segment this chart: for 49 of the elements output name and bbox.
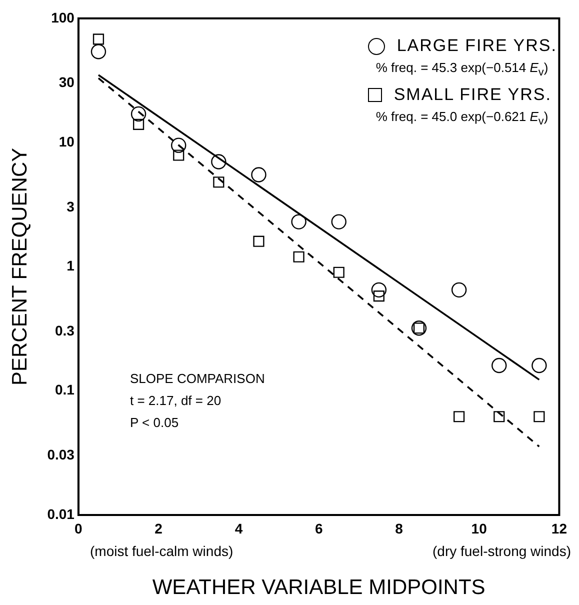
point (253, 236, 264, 247)
x-tick-label: 2 (154, 520, 163, 536)
x-tick-label: 0 (74, 520, 83, 536)
annotation: t = 2.17, df = 20 (130, 392, 222, 410)
x-tick-label: 4 (234, 520, 243, 536)
point (211, 154, 226, 170)
point (90, 44, 106, 60)
point (532, 358, 547, 374)
point (130, 106, 146, 122)
legend-label: SMALL FIRE YRS. (394, 84, 552, 105)
point (451, 282, 467, 298)
point (92, 34, 104, 45)
y-tick-label: 100 (51, 9, 75, 26)
y-tick-label: 0.3 (54, 322, 75, 338)
y-tick-label: 0.03 (47, 446, 75, 463)
point (171, 138, 186, 153)
point (173, 150, 184, 161)
x-axis-title: WEATHER VARIABLE MIDPOINTS (152, 576, 486, 600)
point (132, 118, 144, 130)
annotation: P < 0.05 (130, 414, 180, 432)
legend-label: LARGE FIRE YRS. (396, 36, 557, 56)
annotation: % freq. = 45.0 exp(−0.621 E$_{v}$) (376, 108, 550, 128)
y-tick-label: 0.01 (47, 506, 75, 522)
point (454, 411, 465, 422)
y-tick-label: 30 (58, 74, 75, 90)
point (494, 411, 505, 422)
x-tick-label: 6 (314, 520, 323, 536)
annotation: SLOPE COMPARISON (130, 370, 265, 388)
point (293, 251, 304, 262)
point (213, 176, 224, 188)
x-tick-label: 10 (471, 520, 488, 536)
point (251, 167, 266, 182)
y-tick-label: 0.1 (54, 382, 75, 398)
text: (moist fuel-calm winds) (90, 543, 234, 559)
point (333, 266, 344, 278)
point (291, 214, 306, 230)
y-axis-title: PERCENT FREQUENCY (8, 148, 32, 386)
text: (dry fuel-strong winds) (432, 543, 571, 559)
point (492, 358, 507, 374)
point (371, 282, 387, 298)
x-tick-label: 12 (551, 520, 568, 536)
y-tick-label: 3 (66, 198, 75, 214)
y-tick-label: 10 (58, 133, 75, 150)
annotation: % freq. = 45.3 exp(−0.514 E$_{v}$) (376, 60, 550, 79)
point (331, 214, 346, 230)
point (534, 411, 545, 422)
x-tick-label: 8 (395, 520, 404, 536)
y-tick-label: 1 (66, 258, 75, 274)
point (373, 290, 384, 302)
